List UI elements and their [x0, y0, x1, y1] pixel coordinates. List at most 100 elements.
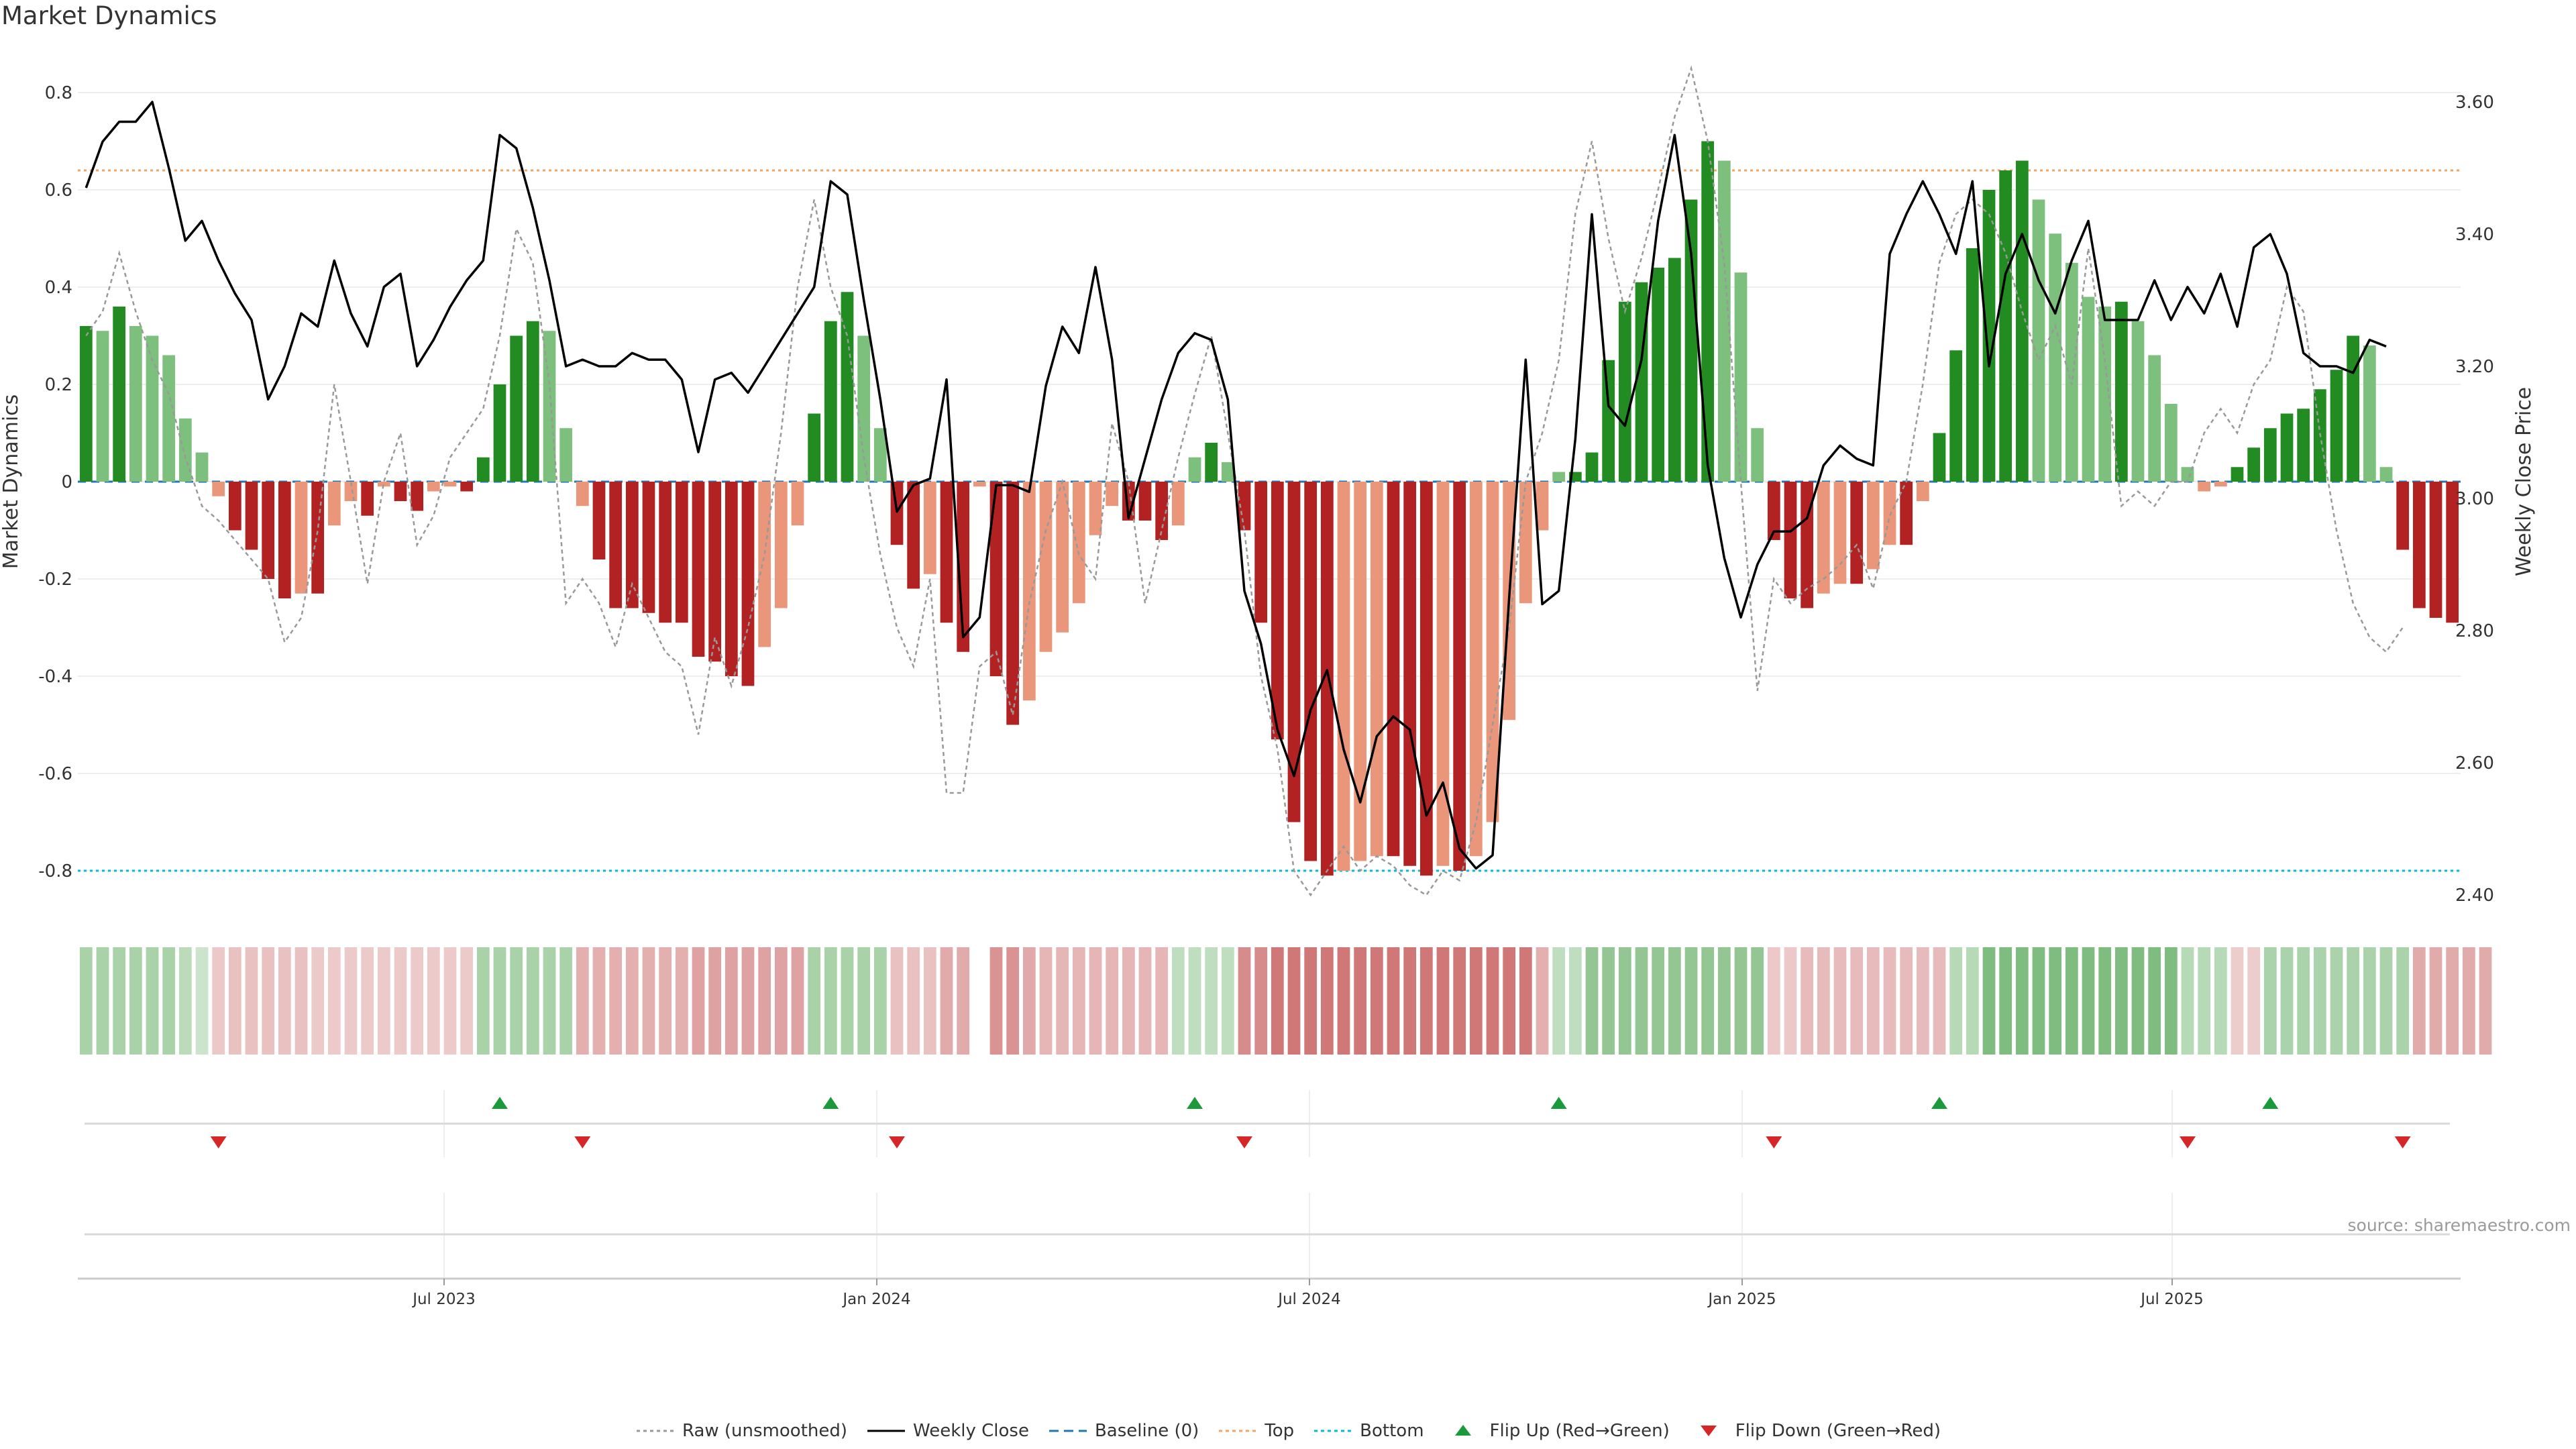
heat-strip-cell	[1933, 947, 1946, 1055]
heat-strip-cell	[1503, 947, 1516, 1055]
y-tick-label: -0.2	[38, 570, 72, 590]
heat-strip-cell	[113, 947, 126, 1055]
heat-strip-cell	[1602, 947, 1615, 1055]
heat-strip-cell	[2148, 947, 2161, 1055]
close-line-layer	[85, 101, 2387, 870]
dynamics-bar	[857, 335, 871, 482]
legend-item: Top	[1218, 1421, 1294, 1441]
heat-strip-cell	[510, 947, 523, 1055]
heat-strip-cell	[178, 947, 192, 1055]
dynamics-bar	[1701, 141, 1715, 482]
heat-strip-cell	[327, 947, 341, 1055]
legend-label: Raw (unsmoothed)	[682, 1421, 848, 1441]
heat-strip-cell	[2098, 947, 2112, 1055]
heat-strip-cell	[1734, 947, 1748, 1055]
heat-strip-cell	[692, 947, 705, 1055]
dynamics-bar	[1949, 350, 1963, 482]
dynamics-bar	[510, 335, 523, 482]
heat-strip-cell	[873, 947, 887, 1055]
heat-strip-cell	[129, 947, 142, 1055]
dynamics-bar	[940, 482, 953, 623]
dynamics-bar	[1966, 248, 1979, 482]
heat-strip-cell	[1866, 947, 1880, 1055]
heat-strip-cell	[377, 947, 390, 1055]
x-tick-label: Jul 2025	[2139, 1291, 2204, 1308]
legend-label: Bottom	[1360, 1421, 1424, 1441]
dynamics-bar	[2181, 467, 2194, 482]
dynamics-bar	[2263, 428, 2277, 482]
heat-strip-cell	[146, 947, 159, 1055]
heat-strip-cell	[2065, 947, 2078, 1055]
flip-down-marker	[210, 1136, 227, 1148]
legend-item: Flip Up (Red→Green)	[1443, 1421, 1670, 1441]
dynamics-bar	[2412, 482, 2426, 608]
heat-strip-cell	[1056, 947, 1069, 1055]
heat-strip-cell	[625, 947, 639, 1055]
dynamics-bar	[1254, 482, 1268, 623]
heat-strip-cell	[2313, 947, 2326, 1055]
source-note: source: sharemaestro.com	[2347, 1216, 2571, 1235]
y2-tick-label: 2.60	[2455, 753, 2494, 773]
legend-swatch	[867, 1430, 906, 1432]
y-tick-label: -0.6	[38, 764, 72, 784]
heat-strip-cell	[2049, 947, 2062, 1055]
legend-item: Weekly Close	[866, 1421, 1029, 1441]
heat-strip-cell	[1354, 947, 1367, 1055]
heat-strip-cell	[559, 947, 573, 1055]
legend-swatch	[1314, 1430, 1352, 1432]
dynamics-bar	[1419, 482, 1433, 876]
dynamics-bar	[1188, 457, 1201, 482]
dynamics-bar	[212, 482, 225, 496]
heat-strip-cell	[1122, 947, 1135, 1055]
dynamics-bar	[592, 482, 606, 559]
dynamics-bar	[146, 335, 159, 482]
heat-strip-cell	[1817, 947, 1830, 1055]
dynamics-bar	[1751, 428, 1764, 482]
y2-tick-label: 3.60	[2455, 93, 2494, 113]
dynamics-bar	[923, 482, 936, 574]
dynamics-bar	[1866, 482, 1880, 570]
heat-strip-cell	[1916, 947, 1929, 1055]
heat-strip-cell	[890, 947, 904, 1055]
heat-strip-cell	[262, 947, 275, 1055]
dynamics-bar	[1999, 170, 2012, 482]
heat-strip-cell	[1022, 947, 1036, 1055]
dynamics-bar	[311, 482, 325, 594]
heat-strip-cell	[675, 947, 688, 1055]
flip-up-marker	[1187, 1097, 1203, 1109]
heat-strip-cell	[1287, 947, 1301, 1055]
dynamics-bar	[791, 482, 804, 526]
heat-strip-cell	[1387, 947, 1400, 1055]
dynamics-bar	[1618, 301, 1631, 482]
heat-strip-cell	[245, 947, 258, 1055]
dynamics-bars	[79, 141, 2459, 876]
heat-strip-cell	[2082, 947, 2095, 1055]
heat-strip-cell	[659, 947, 672, 1055]
heat-strip-cell	[808, 947, 821, 1055]
dynamics-bar	[675, 482, 688, 623]
y-tick-label: 0.2	[45, 375, 72, 395]
heat-strip-cell	[344, 947, 358, 1055]
dynamics-bar	[824, 321, 837, 482]
legend-label: Top	[1265, 1421, 1295, 1441]
dynamics-bar	[79, 326, 93, 482]
heat-strip-cell	[741, 947, 755, 1055]
dynamics-bar	[96, 331, 109, 482]
dynamics-bar	[262, 482, 275, 579]
heat-strip-cell	[2297, 947, 2310, 1055]
dynamics-bar	[1833, 482, 1847, 584]
heat-strip-cell	[1403, 947, 1417, 1055]
heat-strip-cell	[1982, 947, 1996, 1055]
dynamics-bar	[2198, 482, 2211, 492]
dynamics-bar	[1403, 482, 1417, 866]
heat-strip-cell	[2114, 947, 2128, 1055]
y-tick-label: 0.8	[45, 83, 72, 103]
heat-strip-cell	[476, 947, 490, 1055]
dynamics-bar	[2363, 345, 2376, 482]
weekly-close-line	[85, 101, 2387, 870]
legend-tri-down	[1700, 1426, 1717, 1436]
heat-strip-cell	[2429, 947, 2443, 1055]
dynamics-bar	[2098, 307, 2112, 482]
dynamics-bar	[1668, 258, 1681, 482]
